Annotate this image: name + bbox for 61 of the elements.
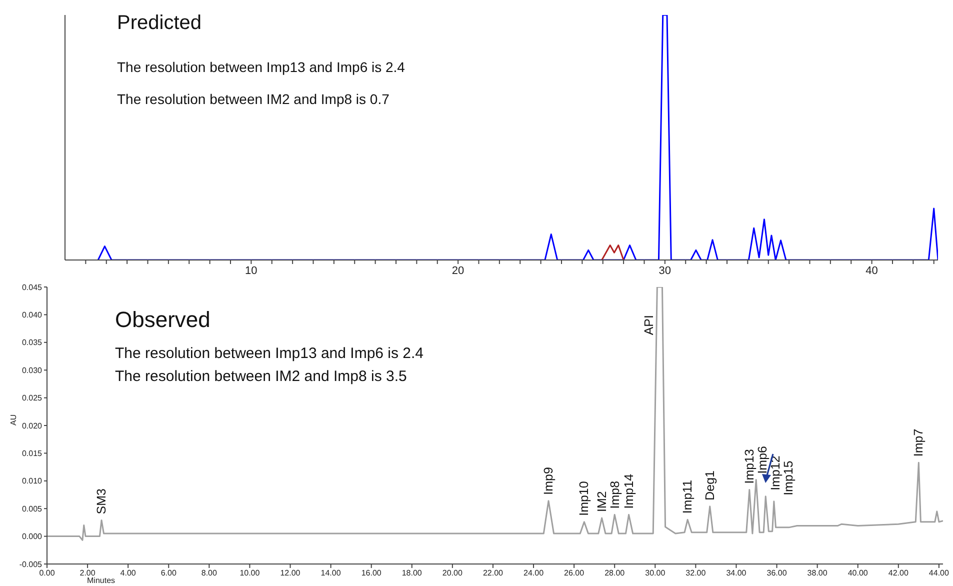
annotation: The resolution between Imp13 and Imp6 is 2.4 xyxy=(115,345,424,362)
annotation: Imp13 xyxy=(742,448,756,484)
x-tick-label: 36.00 xyxy=(766,568,788,578)
x-tick-label: 12.00 xyxy=(280,568,301,578)
line-series xyxy=(47,287,943,541)
x-tick-label: 20.00 xyxy=(442,568,463,578)
annotation: Imp7 xyxy=(912,428,926,457)
y-tick-label: 0.045 xyxy=(22,282,43,292)
x-tick-label: 32.00 xyxy=(686,568,706,578)
annotation: Imp14 xyxy=(622,474,636,509)
x-tick-label: 42.00 xyxy=(888,568,909,578)
x-tick-label: 4.00 xyxy=(120,568,136,578)
x-tick-label: 26.00 xyxy=(564,568,585,578)
annotation: The resolution between Imp13 and Imp6 is 2.4 xyxy=(117,59,405,75)
x-tick-label: 14.00 xyxy=(320,568,342,578)
x-tick-label: 22.00 xyxy=(482,568,504,578)
x-tick-label: 0.00 xyxy=(39,568,56,578)
y-tick-label: 0.015 xyxy=(22,449,43,458)
annotation: Imp15 xyxy=(781,460,796,496)
x-tick-label: 10 xyxy=(245,264,258,277)
annotation: SM3 xyxy=(94,488,109,514)
y-tick-label: 0.000 xyxy=(22,532,43,542)
x-tick-label: 8.00 xyxy=(201,568,218,578)
x-tick-label: 44.00 xyxy=(928,568,950,578)
x-tick-label: 30.00 xyxy=(645,568,666,578)
annotation: API xyxy=(642,315,656,336)
y-tick-label: 0.035 xyxy=(22,338,43,348)
x-tick-label: 18.00 xyxy=(402,568,422,578)
x-tick-label: 2.00 xyxy=(80,568,96,578)
y-tick-label: 0.010 xyxy=(22,476,43,486)
annotation: The resolution between IM2 and Imp8 is 3.5 xyxy=(115,368,407,385)
x-tick-label: 10.00 xyxy=(240,568,260,578)
y-axis-title: AU xyxy=(8,414,18,426)
x-tick-label: 34.00 xyxy=(726,568,747,578)
annotation: Imp11 xyxy=(680,480,695,514)
annotation: Imp10 xyxy=(577,481,592,516)
x-axis-title: Minutes xyxy=(87,576,116,585)
y-tick-label: 0.040 xyxy=(22,310,43,320)
chart-title: Predicted xyxy=(117,12,202,35)
x-tick-label: 40.00 xyxy=(848,568,868,578)
annotation: IM2 xyxy=(594,491,609,512)
x-tick-label: 28.00 xyxy=(604,568,626,578)
y-tick-label: 0.020 xyxy=(22,421,43,430)
annotation: Imp6 xyxy=(755,446,770,474)
x-tick-label: 38.00 xyxy=(807,568,828,578)
annotation: Imp9 xyxy=(542,467,556,495)
x-tick-label: 30 xyxy=(658,264,672,277)
y-tick-label: 0.025 xyxy=(22,394,43,403)
annotation: Imp8 xyxy=(608,480,622,509)
x-tick-label: 16.00 xyxy=(361,568,382,578)
annotation: Imp12 xyxy=(768,456,782,490)
y-tick-label: 0.030 xyxy=(22,366,43,375)
text: Observed xyxy=(115,307,210,333)
y-tick-label: 0.005 xyxy=(22,504,43,514)
x-tick-label: 40 xyxy=(866,264,878,277)
x-tick-label: 24.00 xyxy=(524,568,544,578)
annotation: Deg1 xyxy=(702,470,717,500)
annotation: The resolution between IM2 and Imp8 is 0.7 xyxy=(117,91,390,107)
x-tick-label: 6.00 xyxy=(160,568,177,578)
y-tick-label: -0.005 xyxy=(19,560,43,569)
x-tick-label: 20 xyxy=(452,264,464,277)
